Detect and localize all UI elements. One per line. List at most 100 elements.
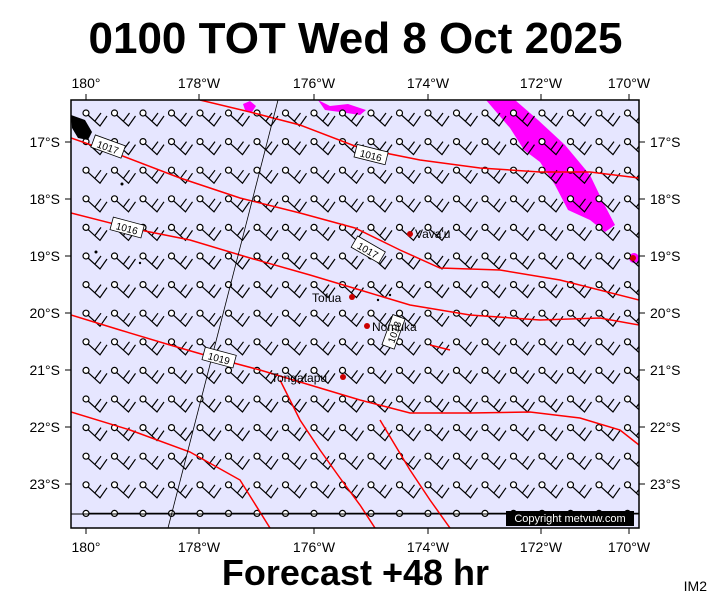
wind-barb bbox=[595, 366, 621, 385]
isobar-1018 bbox=[71, 314, 639, 446]
lon-label-bottom: 170°W bbox=[608, 539, 651, 555]
wind-barb bbox=[167, 166, 193, 185]
wind-barb bbox=[281, 252, 307, 270]
wind-barb bbox=[196, 195, 222, 213]
wind-barb bbox=[509, 366, 535, 385]
town-marker bbox=[364, 323, 370, 329]
wind-barb bbox=[367, 223, 393, 242]
wind-barb bbox=[367, 452, 393, 471]
isobar-1018b bbox=[429, 344, 451, 351]
wind-barb bbox=[110, 195, 136, 213]
wind-barb bbox=[566, 424, 592, 442]
wind-barb bbox=[82, 166, 108, 185]
wind-barb bbox=[424, 338, 450, 356]
wind-barb bbox=[481, 366, 507, 385]
lat-label-right: 20°S bbox=[650, 305, 681, 321]
lat-label-right: 22°S bbox=[650, 419, 681, 435]
wind-barb bbox=[338, 424, 364, 442]
wind-barb bbox=[310, 366, 336, 385]
wind-barb bbox=[623, 281, 639, 297]
wind-barb bbox=[139, 366, 165, 385]
wind-barb bbox=[110, 452, 136, 471]
wind-barb bbox=[595, 195, 621, 213]
wind-barb bbox=[424, 309, 450, 328]
wind-barb bbox=[538, 452, 564, 471]
lon-label-bottom: 180° bbox=[72, 539, 101, 555]
wind-barb bbox=[595, 424, 621, 442]
isobar-1017 bbox=[71, 137, 639, 301]
wind-barb bbox=[82, 481, 108, 499]
wind-barb bbox=[139, 281, 165, 299]
wind-barb bbox=[481, 109, 507, 127]
wind-barb bbox=[367, 309, 393, 328]
wind-barb bbox=[310, 481, 336, 499]
wind-barb bbox=[595, 452, 621, 471]
wind-barb bbox=[196, 281, 222, 299]
wind-barb bbox=[566, 252, 592, 270]
wind-barb bbox=[595, 109, 621, 127]
wind-barb bbox=[110, 166, 136, 185]
wind-barb bbox=[110, 109, 136, 127]
wind-barb bbox=[281, 166, 307, 185]
wind-barb bbox=[452, 395, 478, 413]
wind-barb bbox=[509, 452, 535, 471]
place-label: Vava'u bbox=[415, 227, 450, 241]
wind-barb bbox=[395, 166, 421, 185]
wind-barb bbox=[424, 109, 450, 127]
isobar-1019b bbox=[279, 379, 376, 528]
town-marker bbox=[630, 255, 636, 261]
lat-label-right: 19°S bbox=[650, 248, 681, 264]
wind-barb bbox=[224, 138, 250, 156]
wind-barb bbox=[253, 481, 279, 499]
wind-barb bbox=[509, 109, 535, 127]
wind-barb bbox=[338, 252, 364, 270]
wind-barb bbox=[452, 223, 478, 242]
wind-barb bbox=[509, 481, 535, 499]
wind-barb bbox=[224, 509, 254, 518]
wind-barb bbox=[281, 424, 307, 442]
place-label: Tongatapu bbox=[271, 371, 327, 385]
lat-label-right: 23°S bbox=[650, 476, 681, 492]
land-island bbox=[120, 182, 124, 186]
wind-barb bbox=[623, 452, 639, 468]
land-island bbox=[388, 293, 392, 297]
lat-label-left: 19°S bbox=[29, 248, 60, 264]
wind-barb-grid bbox=[82, 109, 639, 518]
wind-barb bbox=[139, 509, 168, 518]
wind-barb bbox=[538, 223, 564, 242]
wind-barb bbox=[481, 424, 507, 442]
wind-barb bbox=[82, 252, 108, 270]
wind-barb bbox=[509, 281, 535, 299]
wind-barb bbox=[424, 395, 450, 413]
wind-barb bbox=[452, 166, 478, 185]
land-island bbox=[94, 250, 98, 254]
isobar-label: 1016 bbox=[359, 148, 384, 164]
wind-barb bbox=[139, 109, 165, 127]
wind-barb bbox=[424, 166, 450, 185]
wind-barb bbox=[253, 223, 279, 242]
wind-barb bbox=[224, 452, 250, 471]
wind-barb bbox=[623, 223, 639, 239]
wind-barb bbox=[367, 109, 393, 127]
wind-barb bbox=[367, 366, 393, 385]
lon-label-top: 178°W bbox=[178, 75, 221, 91]
wind-barb bbox=[481, 338, 507, 356]
wind-barb bbox=[395, 195, 421, 213]
wind-barb bbox=[139, 252, 165, 270]
wind-barb bbox=[310, 281, 336, 299]
town-marker bbox=[407, 231, 413, 237]
map-frame bbox=[70, 99, 640, 529]
wind-barb bbox=[281, 281, 307, 299]
wind-barb bbox=[481, 481, 507, 499]
wind-barb bbox=[424, 509, 453, 518]
wind-barb bbox=[452, 481, 478, 499]
place-label: Nomuka bbox=[372, 320, 417, 334]
wind-barb bbox=[338, 338, 364, 356]
lat-label-left: 17°S bbox=[29, 134, 60, 150]
isobar-1016b bbox=[71, 212, 639, 326]
lat-label-left: 20°S bbox=[29, 305, 60, 321]
wind-barb bbox=[253, 281, 279, 299]
wind-barb bbox=[82, 223, 108, 242]
wind-barb bbox=[253, 424, 279, 442]
wind-barb bbox=[310, 195, 336, 213]
